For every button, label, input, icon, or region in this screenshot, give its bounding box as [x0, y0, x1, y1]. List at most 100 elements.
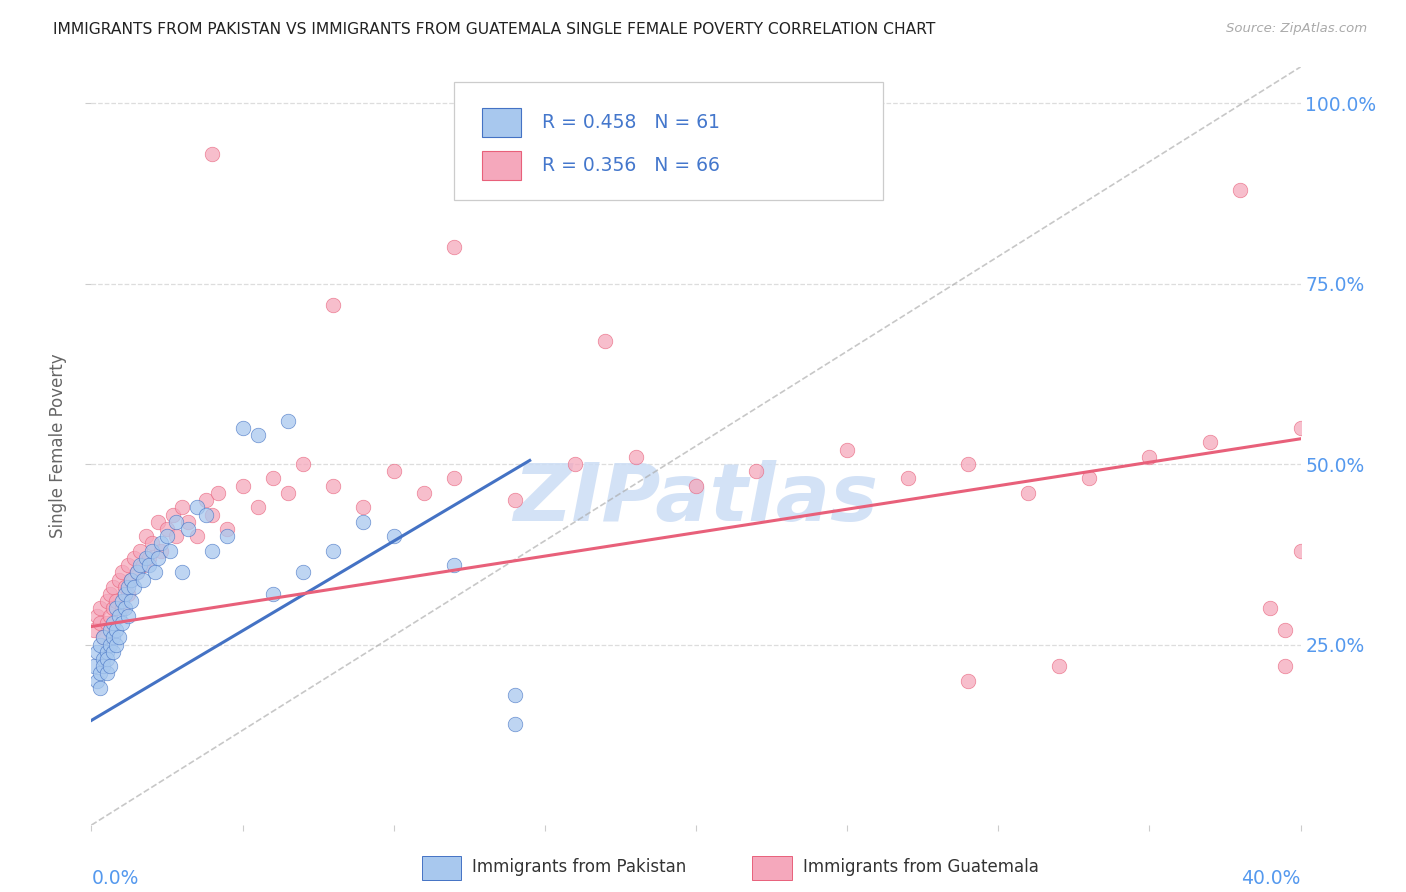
Point: [172, 500, 194, 515]
Point: [111, 594, 132, 608]
Point: [217, 529, 239, 543]
Point: [93, 631, 115, 645]
Point: [120, 573, 142, 587]
Point: [231, 421, 253, 435]
Point: [177, 515, 200, 529]
Point: [382, 529, 405, 543]
Point: [1198, 435, 1220, 450]
Point: [177, 522, 200, 536]
Point: [201, 508, 224, 522]
Point: [382, 464, 405, 478]
Point: [1047, 659, 1070, 673]
Point: [1139, 450, 1161, 464]
Point: [143, 566, 166, 580]
Point: [107, 573, 129, 587]
Point: [262, 471, 284, 485]
Point: [1260, 601, 1282, 615]
Point: [165, 515, 187, 529]
Point: [104, 623, 127, 637]
Point: [1229, 183, 1251, 197]
Point: [120, 594, 142, 608]
Point: [149, 536, 172, 550]
Point: [98, 638, 121, 652]
Point: [117, 558, 139, 573]
Point: [86, 645, 108, 659]
Point: [162, 508, 184, 522]
Point: [277, 486, 299, 500]
Point: [1274, 659, 1296, 673]
Point: [149, 543, 172, 558]
Text: Immigrants from Pakistan: Immigrants from Pakistan: [472, 858, 686, 876]
Point: [195, 493, 218, 508]
Point: [146, 550, 169, 565]
Point: [956, 457, 979, 471]
Point: [114, 587, 136, 601]
Point: [125, 566, 148, 580]
Point: [96, 666, 118, 681]
Point: [246, 428, 269, 442]
Point: [122, 580, 145, 594]
Point: [413, 486, 436, 500]
Point: [745, 464, 768, 478]
Point: [89, 638, 111, 652]
FancyBboxPatch shape: [482, 151, 520, 180]
Point: [685, 479, 707, 493]
Point: [186, 529, 208, 543]
Point: [128, 543, 150, 558]
Point: [117, 587, 139, 601]
Point: [186, 500, 208, 515]
Point: [322, 298, 344, 312]
Point: [207, 486, 229, 500]
Point: [101, 631, 124, 645]
Point: [443, 240, 465, 254]
Point: [86, 608, 108, 623]
Point: [93, 652, 115, 666]
Text: 40.0%: 40.0%: [1241, 869, 1301, 888]
Point: [138, 558, 160, 573]
Point: [117, 580, 139, 594]
Point: [503, 717, 526, 731]
Point: [101, 601, 124, 615]
Point: [122, 550, 145, 565]
Point: [135, 550, 157, 565]
Point: [141, 543, 163, 558]
Point: [89, 681, 111, 695]
Point: [104, 601, 127, 615]
Point: [107, 631, 129, 645]
Point: [1018, 486, 1040, 500]
Point: [292, 457, 315, 471]
Point: [322, 479, 344, 493]
Point: [195, 508, 218, 522]
Point: [595, 334, 617, 349]
Text: Immigrants from Guatemala: Immigrants from Guatemala: [803, 858, 1039, 876]
Point: [835, 442, 858, 457]
Point: [159, 543, 181, 558]
Text: 0.0%: 0.0%: [91, 869, 139, 888]
Point: [1077, 471, 1099, 485]
Point: [104, 638, 127, 652]
Point: [93, 659, 115, 673]
Point: [98, 623, 121, 637]
FancyBboxPatch shape: [482, 108, 520, 136]
Point: [114, 580, 136, 594]
Point: [352, 500, 374, 515]
Point: [111, 615, 132, 630]
Point: [172, 566, 194, 580]
Point: [277, 414, 299, 428]
Point: [146, 515, 169, 529]
Text: R = 0.458   N = 61: R = 0.458 N = 61: [543, 112, 720, 132]
Text: IMMIGRANTS FROM PAKISTAN VS IMMIGRANTS FROM GUATEMALA SINGLE FEMALE POVERTY CORR: IMMIGRANTS FROM PAKISTAN VS IMMIGRANTS F…: [53, 22, 936, 37]
Point: [83, 623, 105, 637]
Point: [624, 450, 647, 464]
Point: [98, 608, 121, 623]
Point: [201, 146, 224, 161]
Point: [564, 457, 586, 471]
Point: [135, 529, 157, 543]
Point: [104, 594, 127, 608]
Point: [1289, 421, 1312, 435]
Point: [117, 608, 139, 623]
Point: [89, 601, 111, 615]
Point: [86, 673, 108, 688]
Point: [217, 522, 239, 536]
Point: [111, 566, 132, 580]
